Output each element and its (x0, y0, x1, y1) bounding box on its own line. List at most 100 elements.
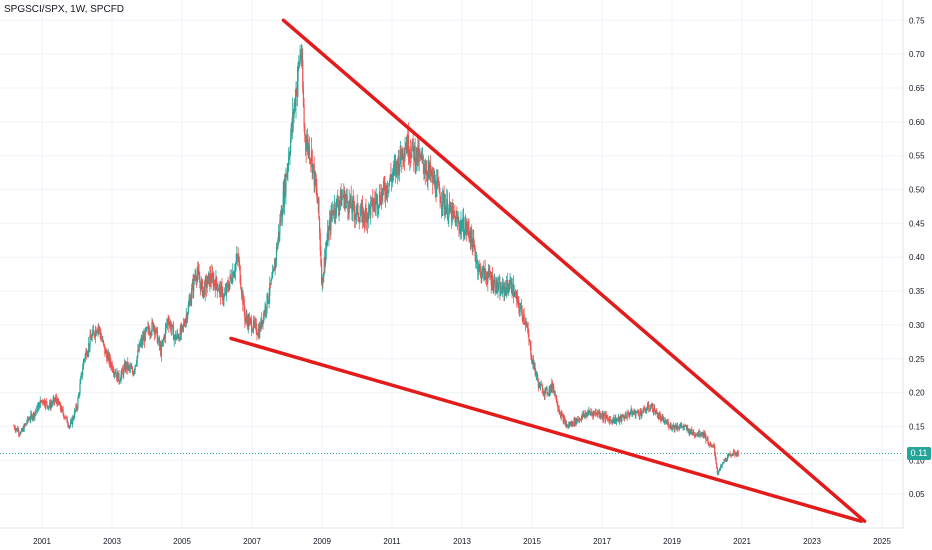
candle-body (549, 385, 552, 393)
candle-body (477, 260, 479, 272)
candle-body (82, 362, 84, 370)
candle-body (252, 329, 254, 332)
candle-body (665, 422, 667, 424)
candle-body (582, 414, 584, 417)
candle-body (121, 369, 123, 375)
candle-body (436, 179, 438, 182)
candle-body (544, 389, 546, 396)
candle-body (131, 368, 133, 369)
candle-body (266, 293, 268, 309)
candle-body (178, 337, 180, 339)
candle-body (192, 282, 194, 292)
candle-body (112, 370, 114, 372)
candle-body (513, 296, 515, 297)
candle-body (699, 435, 701, 437)
candle-body (382, 181, 385, 189)
candle-body (419, 152, 421, 155)
candle-body (141, 339, 143, 344)
candle-body (697, 430, 700, 435)
candle-body (407, 134, 409, 152)
candle-body (539, 382, 541, 389)
candle-body (246, 320, 249, 327)
candle-body (576, 418, 578, 424)
candle-body (294, 99, 296, 109)
candle-body (412, 138, 414, 147)
candle-body (66, 416, 68, 423)
candle-body (300, 53, 303, 61)
candle-body (333, 204, 335, 215)
candle-body (432, 171, 434, 183)
candle-body (153, 326, 155, 331)
candle-body (168, 321, 170, 326)
price-tick-label: 0.35 (909, 287, 925, 296)
candle-body (160, 345, 162, 356)
candle-body (244, 318, 247, 322)
candle-body (40, 400, 42, 402)
candle-body (522, 316, 524, 320)
candle-body (656, 412, 659, 418)
candle-body (436, 181, 438, 197)
candle-body (572, 425, 574, 426)
candle-body (49, 402, 51, 407)
candle-body (658, 414, 661, 419)
candle-body (650, 406, 652, 410)
candle-body (585, 413, 587, 417)
candle-body (723, 459, 725, 463)
candle-body (144, 329, 146, 342)
candle-body (641, 412, 643, 416)
candle-body (662, 417, 665, 423)
candle-body (668, 427, 671, 428)
candle-body (561, 413, 563, 415)
candle-body (370, 198, 373, 203)
candle-body (518, 300, 520, 308)
candle-body (509, 281, 511, 288)
candle-body (508, 287, 510, 290)
candle-body (129, 367, 132, 369)
candle-body (104, 345, 106, 354)
candle-body (693, 432, 695, 436)
candle-body (355, 206, 358, 215)
candle-body (602, 413, 604, 419)
trendline-upper[interactable] (281, 18, 867, 523)
candle-body (656, 410, 658, 413)
candle-body (156, 328, 158, 330)
candle-body (72, 417, 74, 419)
candle-body (482, 266, 484, 269)
candle-body (135, 363, 138, 365)
candle-body (542, 392, 544, 394)
candle-body (166, 319, 169, 324)
candle-body (518, 307, 521, 313)
candle-body (15, 428, 17, 431)
candle-body (217, 290, 219, 291)
candle-body (494, 279, 496, 291)
candle-body (295, 90, 297, 107)
candle-body (486, 280, 488, 283)
candle-body (56, 400, 58, 406)
candle-body (358, 217, 360, 220)
trendlines[interactable] (229, 18, 867, 523)
candle-body (337, 205, 340, 210)
candle-body (510, 279, 513, 291)
candle-body (76, 407, 78, 409)
candle-body (703, 432, 705, 437)
candle-body (619, 417, 621, 422)
candle-body (557, 404, 559, 409)
time-axis[interactable]: 2001 2003 2005 2007 2009 2011 2013 2015 2017 2019… (33, 537, 891, 546)
candle-body (603, 415, 605, 419)
price-axis[interactable]: 0.05 0.10 0.15 0.20 0.25 0.30 0.35 0.40 0.45 0.50… (909, 16, 925, 499)
candle-body (473, 244, 475, 248)
candle-body (515, 294, 517, 295)
candle-body (608, 419, 610, 423)
candle-body (678, 428, 680, 429)
symbol-title[interactable]: SPGSCI/SPX, 1W, SPCFD (4, 4, 125, 15)
candle-body (506, 280, 508, 287)
trendline-lower[interactable] (229, 336, 863, 523)
candle-body (188, 302, 190, 306)
candle-body (547, 393, 550, 394)
candle-body (512, 283, 514, 295)
candle-body (84, 358, 86, 360)
candle-body (236, 255, 239, 257)
candle-body (240, 288, 243, 294)
candle-body (299, 54, 301, 64)
